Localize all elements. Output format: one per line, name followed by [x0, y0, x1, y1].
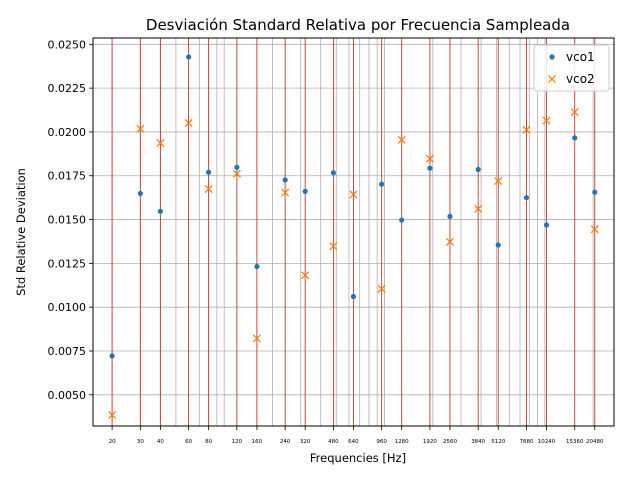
y-tick-label: 0.0150 — [48, 214, 87, 227]
vco1-point — [137, 190, 143, 197]
x-tick-label: 80 — [205, 439, 212, 445]
x-tick-label: 20 — [109, 439, 116, 445]
x-tick-label: 160 — [252, 439, 263, 445]
vco1-point — [282, 177, 288, 183]
vco1-point — [254, 263, 260, 270]
vco1-point — [206, 169, 212, 175]
frequency-markers — [111, 38, 596, 426]
y-tick-label: 0.0050 — [48, 389, 87, 402]
x-tick-label: 960 — [376, 439, 387, 445]
vco2-point — [329, 242, 338, 251]
x-axis-label: Frequencies [Hz] — [310, 451, 406, 465]
vco1-point — [350, 293, 357, 300]
vco1-point — [186, 54, 192, 60]
vco2-point — [204, 185, 213, 194]
legend: vco1 vco2 — [533, 44, 610, 92]
x-tick-label: 640 — [348, 439, 359, 445]
vco1-point — [157, 208, 163, 214]
x-tick-label: 20480 — [586, 439, 604, 445]
x-tick-label: 30 — [137, 439, 144, 445]
legend-label-vco2: vco2 — [566, 72, 595, 86]
vco2-point — [156, 138, 165, 148]
x-tick-label: 2560 — [443, 439, 457, 445]
x-tick-label: 7680 — [519, 439, 533, 445]
vco2-point — [136, 124, 145, 133]
y-tick-label: 0.0100 — [48, 301, 87, 314]
legend-marker-vco1 — [549, 54, 555, 60]
vco2-point — [542, 116, 551, 125]
vco2-point — [474, 204, 483, 213]
vco1-point — [523, 195, 530, 201]
y-tick-label: 0.0200 — [48, 126, 87, 139]
x-tick-label: 1920 — [423, 439, 437, 445]
vco2-point — [252, 334, 261, 343]
vco1-point — [427, 165, 433, 171]
x-tick-label: 60 — [185, 439, 192, 445]
y-tick-label: 0.0075 — [48, 345, 87, 358]
vco1-point — [447, 213, 453, 220]
vco2-point — [301, 271, 310, 280]
legend-marker-vco2 — [547, 74, 557, 84]
x-tick-label: 240 — [280, 439, 291, 445]
vco2-point — [494, 176, 503, 186]
vco1-point — [399, 217, 405, 223]
x-tick-label: 3840 — [471, 439, 485, 445]
axes: 0.0050 0.0075 0.0100 0.0125 0.0150 0.0175 0.02… — [48, 37, 615, 445]
vco2-point — [590, 225, 599, 234]
vco1-point — [109, 353, 115, 359]
vco2-point — [570, 108, 579, 117]
y-tick-label: 0.0250 — [48, 38, 87, 51]
y-axis-label: Std Relative Deviation — [14, 168, 28, 296]
x-tick-label: 5120 — [491, 439, 505, 445]
vco1-point — [379, 181, 385, 187]
vco1-point — [234, 164, 240, 170]
vco1-point — [543, 222, 550, 228]
vco2-point — [108, 410, 117, 420]
x-tick-label: 120 — [232, 439, 243, 445]
x-tick-label: 15360 — [566, 439, 584, 445]
vco2-point — [184, 118, 193, 128]
legend-label-vco1: vco1 — [566, 50, 595, 64]
vco2-point — [397, 135, 406, 144]
vco2-point — [281, 188, 290, 197]
y-tick-label: 0.0175 — [48, 170, 87, 183]
vco2-point — [232, 169, 241, 178]
vco1-point — [495, 242, 501, 248]
vco2-point — [445, 237, 455, 246]
x-tick-label: 1280 — [395, 439, 409, 445]
vco1-point — [592, 189, 598, 195]
vco2-point — [522, 125, 531, 134]
vco2-point — [377, 284, 386, 293]
vco1-point — [475, 166, 481, 173]
x-tick-label: 40 — [157, 439, 164, 445]
plot-data — [108, 54, 599, 420]
x-tick-label: 480 — [328, 439, 339, 445]
vco1-point — [572, 135, 578, 141]
vco2-point — [425, 154, 434, 163]
vco1-point — [330, 170, 337, 176]
x-tick-label: 10240 — [538, 439, 556, 445]
x-tick-label: 320 — [300, 439, 311, 445]
chart-title: Desviación Standard Relativa por Frecuen… — [146, 16, 570, 34]
y-tick-label: 0.0125 — [48, 257, 87, 270]
y-tick-label: 0.0225 — [48, 82, 87, 95]
vco2-point — [349, 190, 358, 199]
vco1-point — [302, 188, 308, 194]
